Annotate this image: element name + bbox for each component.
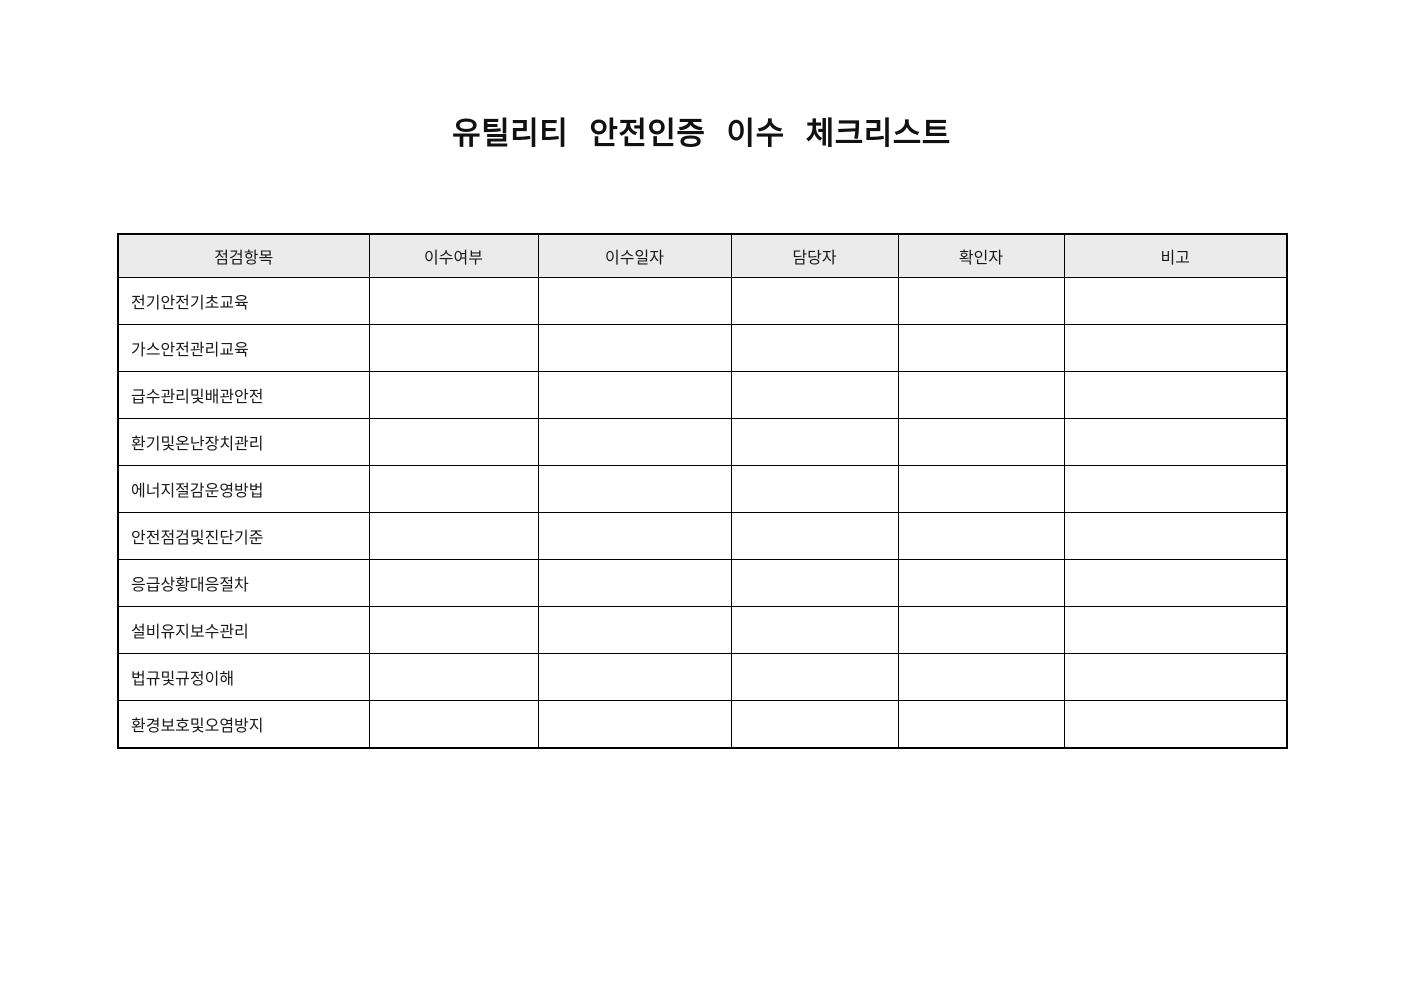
manager-cell <box>730 559 899 607</box>
note-cell <box>1063 465 1288 513</box>
date-cell <box>537 418 732 466</box>
column-header-manager: 담당자 <box>730 233 899 278</box>
table-row: 응급상황대응절차 <box>117 559 1288 607</box>
verifier-cell <box>897 465 1065 513</box>
verifier-cell <box>897 324 1065 372</box>
verifier-cell <box>897 653 1065 701</box>
table-row: 가스안전관리교육 <box>117 324 1288 372</box>
completed-cell <box>368 465 539 513</box>
verifier-cell <box>897 371 1065 419</box>
column-header-verifier: 확인자 <box>897 233 1065 278</box>
verifier-cell <box>897 606 1065 654</box>
item-cell: 가스안전관리교육 <box>117 324 370 372</box>
table-row: 법규및규정이해 <box>117 653 1288 701</box>
verifier-cell <box>897 277 1065 325</box>
verifier-cell <box>897 512 1065 560</box>
verifier-cell <box>897 700 1065 749</box>
checklist-table: 점검항목 이수여부 이수일자 담당자 확인자 비고 전기안전기초교육 가스안전관… <box>117 233 1288 749</box>
date-cell <box>537 371 732 419</box>
item-cell: 환경보호및오염방지 <box>117 700 370 749</box>
completed-cell <box>368 418 539 466</box>
column-header-note: 비고 <box>1063 233 1288 278</box>
item-cell: 법규및규정이해 <box>117 653 370 701</box>
manager-cell <box>730 653 899 701</box>
table-row: 환기및온난장치관리 <box>117 418 1288 466</box>
note-cell <box>1063 512 1288 560</box>
manager-cell <box>730 465 899 513</box>
completed-cell <box>368 653 539 701</box>
date-cell <box>537 653 732 701</box>
table-row: 환경보호및오염방지 <box>117 700 1288 749</box>
note-cell <box>1063 700 1288 749</box>
table-row: 설비유지보수관리 <box>117 606 1288 654</box>
item-cell: 설비유지보수관리 <box>117 606 370 654</box>
completed-cell <box>368 512 539 560</box>
manager-cell <box>730 418 899 466</box>
manager-cell <box>730 277 899 325</box>
column-header-item: 점검항목 <box>117 233 370 278</box>
completed-cell <box>368 277 539 325</box>
completed-cell <box>368 559 539 607</box>
completed-cell <box>368 371 539 419</box>
date-cell <box>537 559 732 607</box>
table-row: 전기안전기초교육 <box>117 277 1288 325</box>
item-cell: 에너지절감운영방법 <box>117 465 370 513</box>
date-cell <box>537 324 732 372</box>
table-row: 급수관리및배관안전 <box>117 371 1288 419</box>
note-cell <box>1063 371 1288 419</box>
note-cell <box>1063 606 1288 654</box>
page-title: 유틸리티 안전인증 이수 체크리스트 <box>452 116 951 151</box>
manager-cell <box>730 371 899 419</box>
completed-cell <box>368 700 539 749</box>
header-row: 점검항목 이수여부 이수일자 담당자 확인자 비고 <box>117 233 1288 278</box>
date-cell <box>537 512 732 560</box>
date-cell <box>537 700 732 749</box>
table-row: 안전점검및진단기준 <box>117 512 1288 560</box>
manager-cell <box>730 512 899 560</box>
note-cell <box>1063 277 1288 325</box>
column-header-completed: 이수여부 <box>368 233 539 278</box>
verifier-cell <box>897 418 1065 466</box>
column-header-date: 이수일자 <box>537 233 732 278</box>
completed-cell <box>368 324 539 372</box>
table-row: 에너지절감운영방법 <box>117 465 1288 513</box>
manager-cell <box>730 606 899 654</box>
item-cell: 급수관리및배관안전 <box>117 371 370 419</box>
item-cell: 전기안전기초교육 <box>117 277 370 325</box>
note-cell <box>1063 418 1288 466</box>
date-cell <box>537 606 732 654</box>
note-cell <box>1063 324 1288 372</box>
note-cell <box>1063 559 1288 607</box>
manager-cell <box>730 324 899 372</box>
date-cell <box>537 277 732 325</box>
date-cell <box>537 465 732 513</box>
verifier-cell <box>897 559 1065 607</box>
completed-cell <box>368 606 539 654</box>
item-cell: 환기및온난장치관리 <box>117 418 370 466</box>
manager-cell <box>730 700 899 749</box>
item-cell: 안전점검및진단기준 <box>117 512 370 560</box>
note-cell <box>1063 653 1288 701</box>
item-cell: 응급상황대응절차 <box>117 559 370 607</box>
